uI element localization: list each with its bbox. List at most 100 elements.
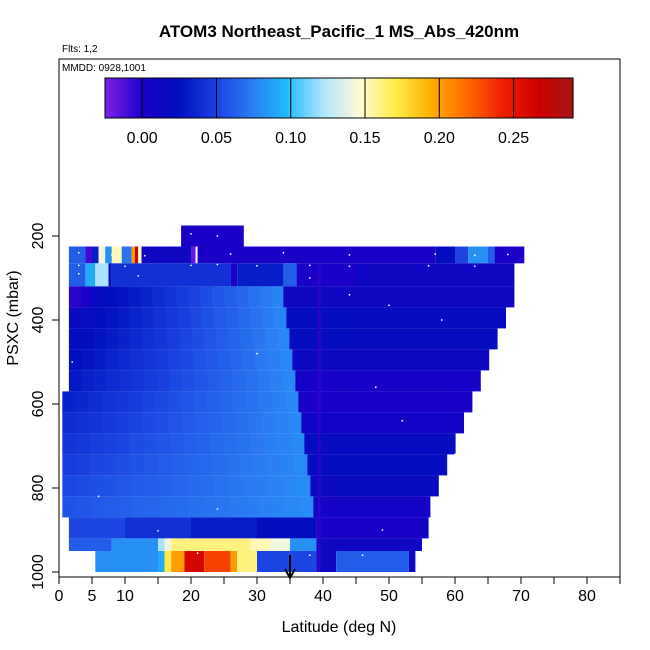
heatmap-cell xyxy=(89,454,104,476)
heatmap-cell xyxy=(243,496,259,518)
heatmap-cell xyxy=(128,412,143,434)
colorbar-swatch xyxy=(296,78,301,118)
data-point xyxy=(157,529,159,532)
heatmap-cell xyxy=(198,454,213,476)
colorbar-swatch xyxy=(241,78,246,118)
colorbar-swatch xyxy=(233,78,239,118)
heatmap-cell xyxy=(280,454,295,476)
colorbar: 0.00 0.05 0.10 0.15 0.20 0.25 xyxy=(104,77,574,147)
heatmap-cell xyxy=(279,349,293,371)
heatmap-cell xyxy=(266,454,281,476)
heatmap-cell xyxy=(290,538,317,551)
heatmap-cell xyxy=(213,307,227,329)
heatmap-cell xyxy=(75,391,90,413)
colorbar-swatch xyxy=(514,78,519,118)
heatmap-cell xyxy=(167,391,181,413)
heatmap-cell xyxy=(186,475,201,497)
heatmap-cell xyxy=(210,433,225,455)
heatmap-cell xyxy=(197,246,436,264)
heatmap-cell xyxy=(119,370,133,392)
heatmap-cell xyxy=(238,307,251,329)
colorbar-swatch xyxy=(495,78,500,118)
colorbar-swatch xyxy=(553,78,558,118)
data-point xyxy=(196,552,199,554)
colorbar-swatch xyxy=(300,78,305,118)
data-point xyxy=(381,529,384,531)
colorbar-swatch xyxy=(565,78,570,118)
heatmap-cell xyxy=(232,391,247,413)
heatmap-cell xyxy=(191,246,196,264)
heatmap-cell xyxy=(177,307,191,329)
colorbar-swatch xyxy=(506,78,512,118)
colorbar-swatch xyxy=(549,78,555,118)
heatmap-cell xyxy=(293,454,308,476)
colorbar-swatch xyxy=(253,78,258,118)
data-point xyxy=(77,554,80,557)
heatmap-cell xyxy=(194,370,208,392)
heatmap-cell xyxy=(132,496,147,518)
data-point xyxy=(216,235,219,237)
heatmap-cell xyxy=(234,412,249,434)
colorbar-swatch xyxy=(354,78,360,118)
heatmap-cell xyxy=(154,391,168,413)
heatmap-cell xyxy=(130,349,144,371)
x-tick-label: 30 xyxy=(248,588,266,605)
data-point xyxy=(190,233,192,235)
data-point xyxy=(506,253,509,256)
heatmap-cell xyxy=(252,328,266,350)
colorbar-swatch xyxy=(401,78,406,118)
colorbar-swatch xyxy=(534,78,539,118)
heatmap-cell xyxy=(171,551,185,572)
colorbar-swatch xyxy=(385,78,391,118)
heatmap-cell xyxy=(95,551,158,572)
heatmap-cell xyxy=(75,454,91,476)
colorbar-swatch xyxy=(307,78,313,118)
axes: 0 5 10 20 30 40 50 60 70 80 200 400 600 800 1000 xyxy=(30,223,621,605)
colorbar-swatch xyxy=(448,78,453,118)
heatmap-cell xyxy=(68,370,82,392)
arrow-head xyxy=(284,568,296,581)
colorbar-swatch xyxy=(225,78,231,118)
heatmap-cell xyxy=(80,286,94,308)
heatmap-cell xyxy=(188,286,201,308)
heatmap-cell xyxy=(262,307,275,329)
heatmap-cell xyxy=(62,454,77,476)
colorbar-swatch xyxy=(366,78,371,118)
colorbar-swatch xyxy=(183,78,188,118)
data-point xyxy=(308,554,311,557)
heatmap-cell xyxy=(145,475,160,497)
heatmap-cell xyxy=(115,412,130,434)
heatmap-cell xyxy=(68,263,86,287)
heatmap-cell xyxy=(277,433,292,455)
heatmap-cell xyxy=(408,551,416,572)
data-point xyxy=(401,419,404,422)
heatmap-cell xyxy=(117,475,132,497)
x-tick-label: 40 xyxy=(314,588,332,605)
heatmap-cell xyxy=(316,517,422,539)
colorbar-swatch xyxy=(358,78,363,118)
heatmap-cell xyxy=(242,349,256,371)
data-point xyxy=(473,265,476,268)
heatmap-cell xyxy=(240,328,254,350)
heatmap-cell xyxy=(92,286,106,308)
heatmap-cell xyxy=(182,370,196,392)
colorbar-swatch xyxy=(105,78,110,118)
data-point xyxy=(137,275,140,277)
heatmap-cell xyxy=(336,551,409,572)
latitude-arrow xyxy=(284,555,296,581)
heatmap-cell xyxy=(274,307,287,329)
heatmap-cell xyxy=(195,412,209,434)
heatmap-cell xyxy=(68,328,82,350)
colorbar-swatch xyxy=(393,78,399,118)
heatmap-cell xyxy=(283,263,297,287)
heatmap-cell xyxy=(81,370,95,392)
colorbar-tick-label: 0.00 xyxy=(127,130,158,147)
heatmap-cell xyxy=(159,496,175,518)
data-points xyxy=(71,233,509,557)
colorbar-swatch xyxy=(159,78,165,118)
heatmap-cell xyxy=(290,433,305,455)
heatmap-cell xyxy=(248,412,263,434)
x-tick-label: 60 xyxy=(446,588,464,605)
colorbar-swatch xyxy=(179,78,184,118)
colorbar-swatch xyxy=(280,78,285,118)
